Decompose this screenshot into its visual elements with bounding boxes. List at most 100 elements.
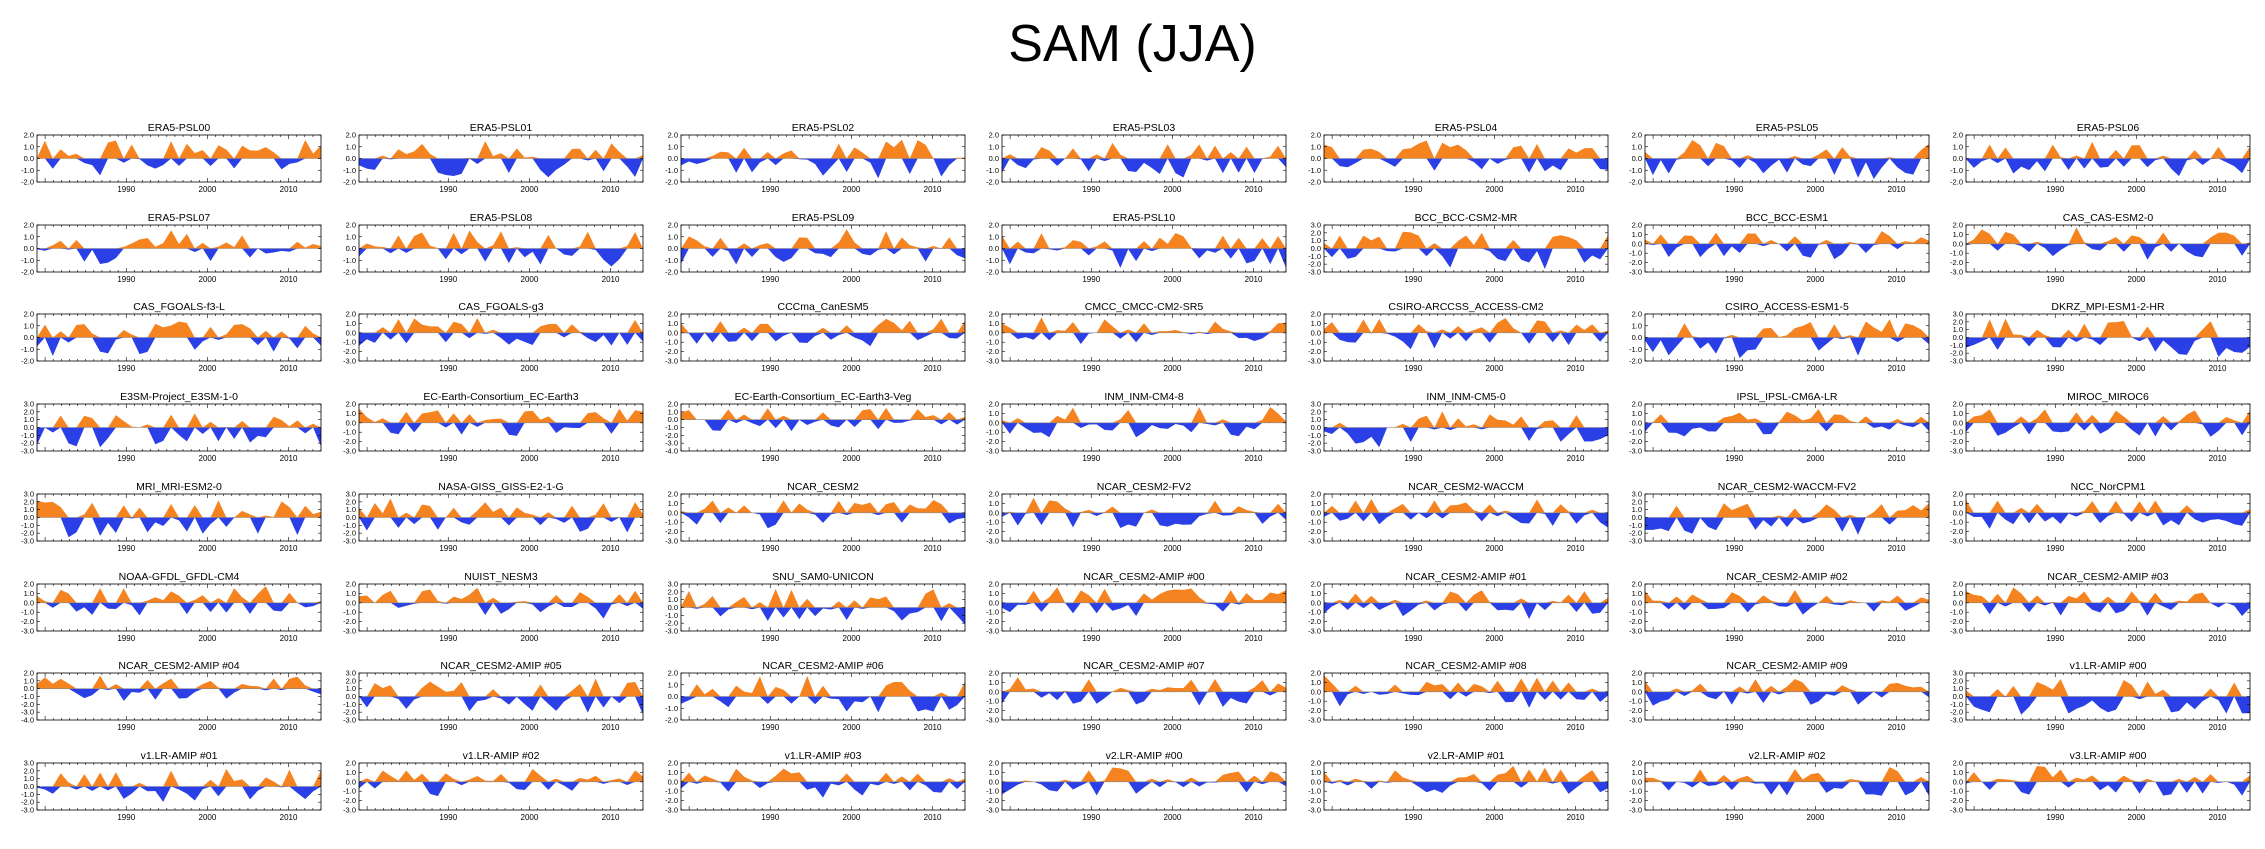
y-tick-label: -3.0 (665, 537, 678, 546)
x-tick-label: 2010 (1888, 454, 1906, 463)
y-tick-label: 2.0 (1632, 669, 1642, 678)
y-tick-label: -2.0 (1308, 347, 1321, 356)
y-tick-label: -1.0 (21, 345, 34, 354)
y-tick-label: 1.0 (1311, 589, 1321, 598)
y-tick-label: -1.0 (1629, 428, 1642, 437)
x-tick-label: 1990 (2046, 364, 2064, 373)
y-tick-label: -3.0 (343, 447, 356, 456)
y-tick-label: 2.0 (668, 310, 678, 319)
positive-area (1002, 677, 1286, 692)
negative-area (1002, 512, 1286, 528)
y-tick-label: 0.0 (346, 154, 356, 163)
y-tick-label: 0.0 (1632, 687, 1642, 696)
x-tick-label: 2010 (924, 454, 942, 463)
x-tick-label: 1990 (439, 275, 457, 284)
y-tick-label: 0.0 (346, 418, 356, 427)
x-tick-label: 2010 (2209, 454, 2227, 463)
y-tick-label: -2.0 (1308, 178, 1321, 187)
positive-area (37, 413, 321, 428)
panel-18: CSIRO-ARCCSS_ACCESS-CM2 2.01.00.0-1.0-2.0… (1308, 301, 1609, 373)
negative-area (681, 696, 965, 713)
y-tick-label: 0.0 (24, 423, 34, 432)
y-tick-label: -2.0 (986, 178, 999, 187)
panel-title: ERA5-PSL00 (148, 122, 211, 134)
panel-31: NCAR_CESM2-FV2 2.01.00.0-1.0-2.0-3.0 1990 2… (986, 481, 1287, 553)
y-tick-label: 1.0 (989, 678, 999, 687)
x-tick-label: 1990 (439, 723, 457, 732)
y-tick-label: -2.0 (986, 617, 999, 626)
negative-area (359, 248, 643, 267)
y-tick-label: -3.0 (343, 357, 356, 366)
panel-20: DKRZ_MPI-ESM1-2-HR 3.02.01.00.0-1.0-2.0-3… (1950, 301, 2251, 373)
panel-12: BCC_BCC-ESM1 2.01.00.0-1.0-2.0-3.0 1990 200… (1629, 212, 1930, 284)
negative-area (359, 332, 643, 346)
panel-title: INM_INM-CM4-8 (1104, 391, 1183, 403)
panel-title: v1.LR-AMIP #00 (2070, 660, 2147, 672)
y-tick-label: -3.0 (343, 806, 356, 815)
x-tick-label: 1990 (1082, 544, 1100, 553)
y-tick-label: 1.0 (989, 232, 999, 241)
positive-area (359, 230, 643, 249)
x-tick-label: 2000 (2128, 364, 2146, 373)
panel-frame (1323, 583, 1609, 632)
negative-area (1002, 158, 1286, 178)
y-tick-label: -3.0 (1629, 537, 1642, 546)
negative-area (37, 602, 321, 616)
positive-area (37, 675, 321, 689)
x-tick-label: 2000 (843, 454, 861, 463)
x-tick-label: 2010 (2209, 544, 2227, 553)
y-tick-label: 0.0 (1953, 692, 1963, 701)
x-tick-label: 2010 (1888, 275, 1906, 284)
positive-area (681, 500, 965, 513)
x-tick-label: 2010 (2209, 275, 2227, 284)
x-tick-label: 2000 (199, 544, 217, 553)
x-tick-label: 1990 (1725, 364, 1743, 373)
y-tick-label: -1.0 (343, 428, 356, 437)
y-tick-label: -3.0 (343, 537, 356, 546)
x-tick-label: 2010 (2209, 723, 2227, 732)
negative-area (359, 422, 643, 436)
negative-area (1324, 332, 1608, 350)
y-tick-label: 2.0 (346, 221, 356, 230)
x-tick-label: 2000 (1164, 275, 1182, 284)
positive-area (1645, 589, 1929, 603)
x-tick-label: 2000 (199, 723, 217, 732)
x-tick-label: 2000 (2128, 544, 2146, 553)
y-tick-label: 1.0 (1953, 499, 1963, 508)
y-tick-label: 2.0 (1311, 580, 1321, 589)
y-tick-label: 0.0 (346, 777, 356, 786)
y-tick-label: 2.0 (1311, 310, 1321, 319)
negative-area (681, 332, 965, 347)
panel-title: BCC_BCC-CSM2-MR (1415, 212, 1518, 224)
y-tick-label: 1.0 (1311, 415, 1321, 424)
x-tick-label: 2010 (924, 634, 942, 643)
y-tick-label: -2.0 (1950, 617, 1963, 626)
y-tick-label: 1.0 (346, 142, 356, 151)
y-tick-label: 0.0 (1632, 598, 1642, 607)
y-tick-label: -1.0 (1629, 345, 1642, 354)
x-tick-label: 1990 (761, 275, 779, 284)
panel-title: NCAR_CESM2-AMIP #07 (1083, 660, 1204, 672)
y-tick-label: -1.0 (343, 521, 356, 530)
y-tick-label: 0.0 (1953, 154, 1963, 163)
panel-frame (1323, 493, 1609, 542)
x-tick-label: 2010 (1888, 185, 1906, 194)
y-tick-label: -2.0 (1308, 527, 1321, 536)
y-tick-label: 1.0 (1632, 678, 1642, 687)
x-tick-label: 2010 (1888, 364, 1906, 373)
panel-title: IPSL_IPSL-CM6A-LR (1737, 391, 1838, 403)
positive-area (1324, 675, 1608, 692)
y-tick-label: 1.0 (1311, 499, 1321, 508)
y-tick-label: -3.0 (1308, 357, 1321, 366)
positive-area (37, 500, 321, 518)
y-tick-label: 1.0 (24, 676, 34, 685)
y-tick-label: -1.0 (21, 431, 34, 440)
panel-frame (1965, 493, 2251, 542)
panel-27: MIROC_MIROC6 2.01.00.0-1.0-2.0-3.0 1990 200… (1950, 391, 2251, 463)
figure-title: SAM (JJA) (1008, 15, 1257, 73)
panel-frame (358, 583, 644, 632)
y-tick-label: -1.0 (21, 692, 34, 701)
positive-area (359, 498, 643, 518)
x-tick-label: 1990 (761, 364, 779, 373)
y-tick-label: -2.0 (986, 527, 999, 536)
